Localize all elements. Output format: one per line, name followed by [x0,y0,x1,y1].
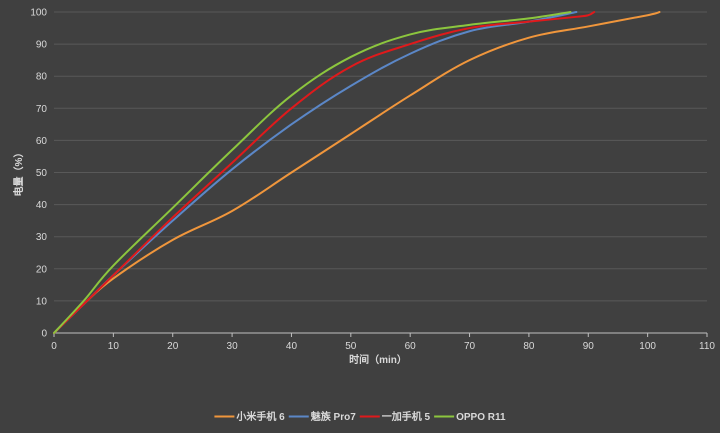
legend-item: OPPO R11 [434,412,506,423]
legend-label: 小米手机 6 [235,410,285,423]
legend-label: 一加手机 5 [382,410,431,423]
y-tick-label: 90 [36,40,48,51]
y-tick-label: 100 [30,8,47,19]
x-tick-label: 30 [227,341,239,352]
gridlines [54,11,707,302]
series-line-4 [53,11,572,334]
y-tick-label: 40 [36,200,48,211]
legend-item: 一加手机 5 [359,410,431,423]
y-tick-label: 50 [36,168,48,179]
series-line-1 [53,11,661,334]
x-tick-label: 60 [405,341,417,352]
y-tick-label: 80 [36,72,48,83]
x-tick-label: 80 [523,341,535,352]
x-axis-title: 时间（min） [349,353,407,366]
x-tick-label: 40 [286,341,298,352]
y-tick-label: 30 [36,232,48,243]
x-tick-label: 100 [639,341,656,352]
x-tick-labels: 0 10 20 30 40 50 60 70 80 90 100 110 [51,341,715,352]
x-tick-label: 50 [345,341,357,352]
legend-label: 魅族 Pro7 [311,410,356,423]
y-tick-label: 70 [36,104,48,115]
series-lines [53,11,661,334]
x-tick-label: 90 [583,341,595,352]
legend: 小米手机 6 魅族 Pro7 一加手机 5 OPPO R11 [214,410,506,423]
legend-item: 魅族 Pro7 [288,410,356,423]
y-tick-label: 20 [36,264,48,275]
x-tick-label: 20 [167,341,179,352]
x-tick-label: 70 [464,341,476,352]
x-tick-label: 110 [699,341,715,352]
x-tick-label: 10 [108,341,120,352]
axes [53,332,708,337]
y-axis-title: 电量（%） [12,148,25,197]
y-tick-label: 60 [36,136,48,147]
y-tick-label: 0 [41,329,47,340]
legend-item: 小米手机 6 [214,410,285,423]
legend-label: OPPO R11 [456,412,506,423]
x-tick-label: 0 [51,341,57,352]
y-tick-label: 10 [36,296,48,307]
series-line-3 [53,11,596,334]
y-tick-labels: 0 10 20 30 40 50 60 70 80 90 100 [30,8,47,340]
